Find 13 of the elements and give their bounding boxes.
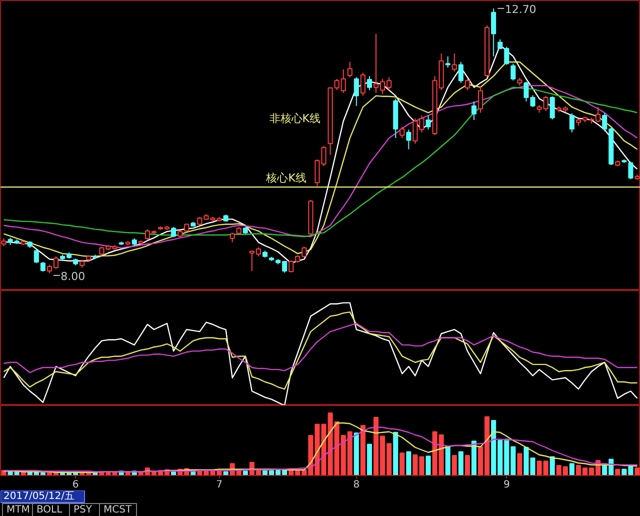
- text: MTM: [6, 504, 30, 516]
- x-tick-label: 7: [216, 480, 222, 490]
- text: 2017/05/12/五: [4, 491, 75, 502]
- annotation: 核心K线: [265, 171, 306, 184]
- text: MCST: [104, 504, 132, 516]
- text: PSY: [74, 504, 93, 516]
- x-tick-label: 8: [353, 480, 360, 490]
- text: BOLL: [36, 504, 63, 516]
- annotation: 非核心K线: [269, 112, 321, 125]
- x-tick-label: 6: [72, 480, 79, 490]
- annotation: 12.70: [504, 2, 536, 16]
- x-tick-label: 9: [503, 480, 510, 490]
- annotation: 8.00: [60, 270, 86, 283]
